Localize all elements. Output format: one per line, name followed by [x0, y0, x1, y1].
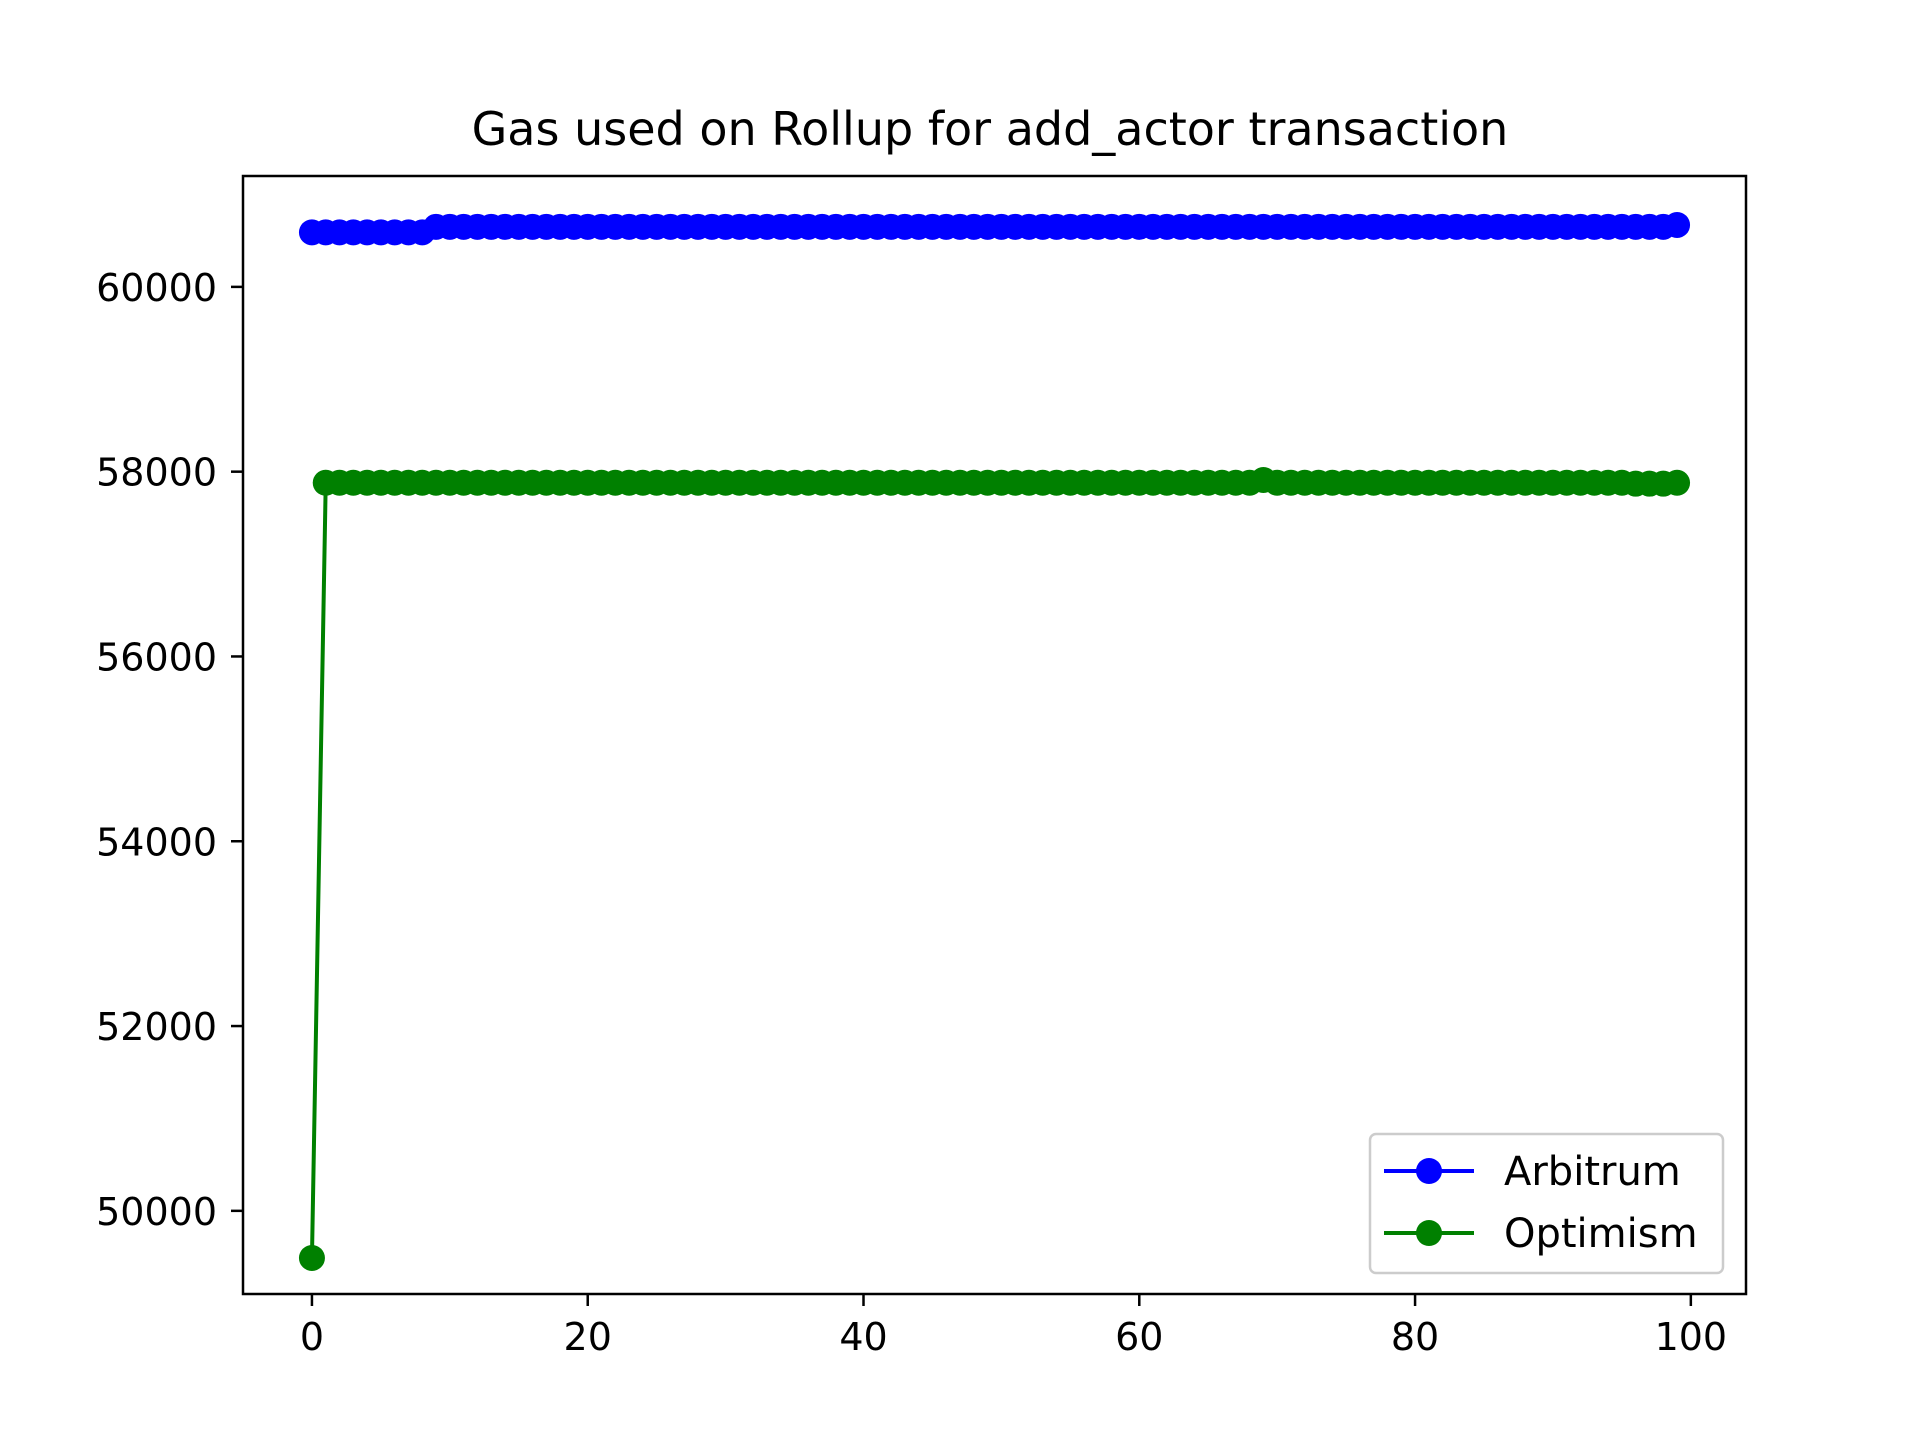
data-point	[1664, 211, 1691, 238]
y-tick-label: 50000	[96, 1190, 217, 1234]
plot-frame	[241, 174, 1748, 1296]
x-tick-label: 40	[839, 1315, 887, 1359]
legend-label: Arbitrum	[1504, 1149, 1681, 1195]
data-point	[298, 1244, 325, 1271]
chart-title: Gas used on Rollup for add_actor transac…	[472, 102, 1509, 156]
x-tick-label: 80	[1391, 1315, 1439, 1359]
y-tick-label: 54000	[96, 820, 217, 864]
x-axis: 0 20 40 60 80 100	[300, 1294, 1727, 1359]
x-tick-label: 60	[1115, 1315, 1163, 1359]
series-layer	[298, 211, 1691, 1271]
series-arbitrum	[298, 211, 1691, 246]
y-tick-label: 56000	[96, 635, 217, 679]
x-tick-label: 0	[300, 1315, 324, 1359]
y-axis: 50000 52000 54000 56000 58000 60000	[96, 266, 243, 1234]
legend-marker	[1416, 1158, 1442, 1184]
legend-marker	[1416, 1220, 1442, 1246]
y-tick-label: 60000	[96, 266, 217, 310]
y-tick-label: 52000	[96, 1005, 217, 1049]
x-tick-label: 20	[564, 1315, 612, 1359]
legend-box	[1368, 1132, 1725, 1275]
legend-item-optimism: Optimism	[1384, 1211, 1698, 1257]
legend-label: Optimism	[1504, 1211, 1698, 1257]
legend-item-arbitrum: Arbitrum	[1384, 1149, 1681, 1195]
series-optimism	[298, 466, 1691, 1271]
x-tick-label: 100	[1655, 1315, 1728, 1359]
y-tick-label: 58000	[96, 451, 217, 495]
chart-legend: Arbitrum Optimism	[1368, 1132, 1725, 1275]
data-point	[1664, 469, 1691, 496]
